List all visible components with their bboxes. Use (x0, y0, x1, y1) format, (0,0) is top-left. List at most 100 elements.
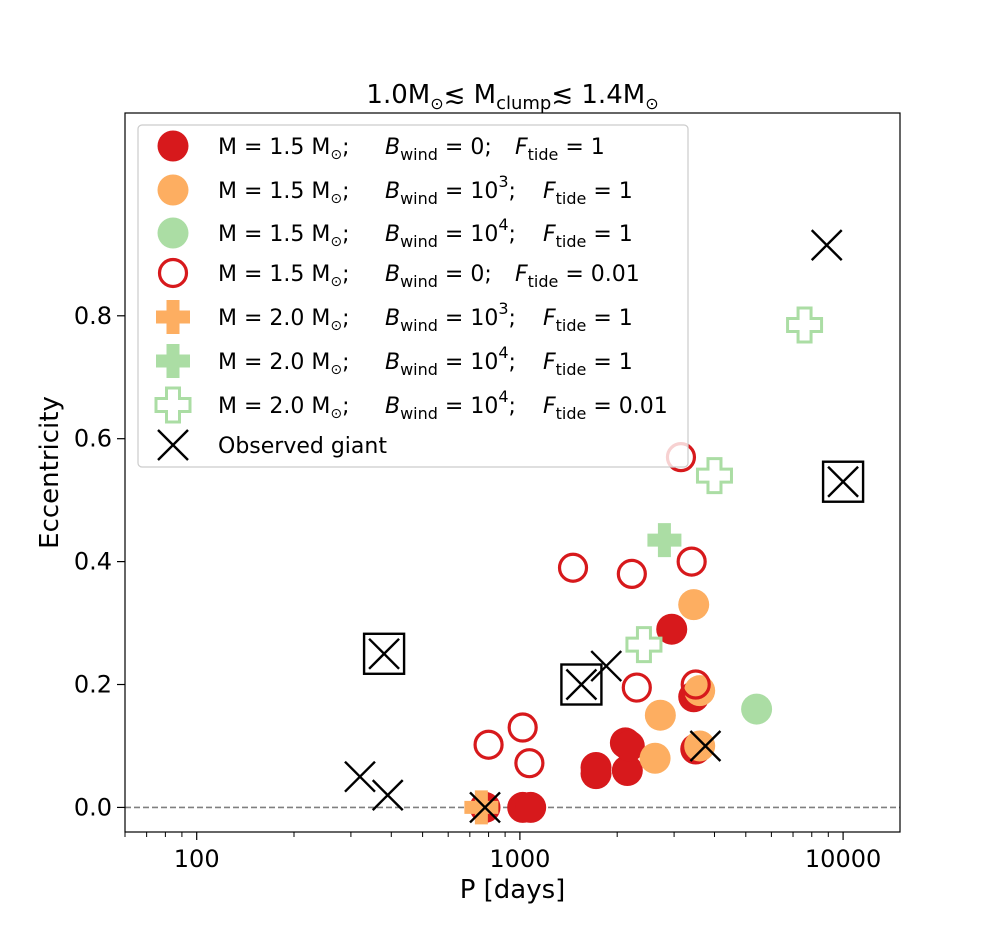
legend-mass: M = 2.0 M (218, 306, 330, 331)
data-point (371, 779, 404, 811)
x-tick-label: 10000 (805, 845, 881, 873)
legend-b-subscript: wind (400, 404, 438, 423)
data-point (344, 760, 376, 793)
legend-marker (157, 257, 189, 289)
legend-b-subscript: wind (400, 232, 438, 251)
legend-sun: ⊙ (330, 406, 342, 422)
legend-b-symbol: B (385, 179, 400, 204)
legend-separator: ; (342, 394, 349, 419)
legend-separator: ; (509, 222, 516, 247)
legend-f-value: = 0.01 (586, 394, 667, 419)
legend-separator: ; (509, 394, 516, 419)
x-stroke (565, 668, 598, 701)
data-point (695, 457, 733, 495)
legend-f-symbol: F (543, 394, 556, 419)
legend-marker (156, 344, 190, 378)
legend-b-value: = 10 (438, 222, 498, 247)
legend-separator: ; (342, 135, 349, 160)
legend-f-subscript: tide (556, 360, 587, 379)
legend-separator: ; (342, 262, 349, 287)
legend-separator: ; (509, 306, 516, 331)
legend-marker (157, 174, 189, 206)
data-point (821, 460, 865, 503)
legend-sun: ⊙ (330, 147, 342, 163)
legend-f-subscript: tide (556, 232, 587, 251)
legend-sun: ⊙ (330, 191, 342, 207)
legend-entry: M = 2.0 M⊙; Bwind = 103; Ftide = 1 (156, 299, 633, 335)
legend-sun: ⊙ (330, 234, 342, 250)
legend-f-value: = 1 (586, 350, 632, 375)
title-sun: ⊙ (645, 94, 658, 113)
legend-b-symbol: B (385, 262, 400, 287)
data-point (689, 730, 722, 762)
data-point (616, 558, 647, 589)
x-tick-label: 100 (174, 845, 220, 873)
x-box (362, 632, 406, 675)
series-circle-filled (741, 693, 773, 725)
legend-frame (137, 124, 689, 468)
x-stroke (469, 791, 501, 824)
legend-entry: M = 2.0 M⊙; Bwind = 104; Ftide = 0.01 (154, 386, 668, 424)
x-stroke (689, 730, 722, 762)
legend-b-value: = 0 (438, 135, 484, 160)
series-x (344, 229, 843, 824)
data-point (684, 675, 716, 707)
legend-b-exponent: 4 (498, 387, 508, 406)
legend-marker (154, 386, 192, 424)
legend-entry: M = 1.5 M⊙; Bwind = 0; Ftide = 0.01 (157, 257, 640, 291)
data-point (741, 693, 773, 725)
data-point (514, 748, 545, 779)
title-part: ≲ M (444, 80, 496, 110)
legend-sun: ⊙ (330, 362, 342, 378)
legend: M = 1.5 M⊙; Bwind = 0; Ftide = 1M = 1.5 M⊙… (137, 124, 689, 468)
legend-b-subscript: wind (400, 145, 438, 164)
series-plus-open (625, 306, 824, 664)
x-axis: 100 1000 10000 (124, 832, 881, 873)
legend-f-subscript: tide (528, 145, 559, 164)
legend-label: M = 2.0 M⊙; Bwind = 103; Ftide = 1 (218, 299, 633, 335)
legend-marker (156, 300, 190, 334)
y-tick-label: 0.2 (74, 671, 112, 699)
x-tick-label: 1000 (489, 845, 550, 873)
legend-b-subscript: wind (400, 272, 438, 291)
legend-b-value: = 10 (438, 350, 498, 375)
legend-b-symbol: B (385, 306, 400, 331)
legend-f-value: = 0.01 (558, 262, 639, 287)
legend-f-symbol: F (543, 350, 556, 375)
data-point (469, 791, 501, 824)
data-point (590, 650, 623, 682)
legend-f-symbol: F (543, 306, 556, 331)
data-point (639, 742, 671, 774)
legend-separator: ; (342, 179, 349, 204)
x-box (821, 460, 865, 503)
data-point (644, 699, 676, 731)
x-stroke (827, 465, 859, 498)
legend-separator: ; (342, 350, 349, 375)
legend-sun: ⊙ (330, 274, 342, 290)
x-stroke (344, 760, 376, 793)
legend-mass: M = 1.5 M (218, 135, 330, 160)
legend-mass: M = 2.0 M (218, 350, 330, 375)
legend-label: M = 1.5 M⊙; Bwind = 103; Ftide = 1 (218, 172, 633, 208)
legend-separator: ; (484, 262, 491, 287)
legend-f-symbol: F (543, 179, 556, 204)
x-stroke (371, 779, 404, 811)
legend-mass: M = 1.5 M (218, 262, 330, 287)
title-sub: clump (496, 93, 551, 114)
legend-f-subscript: tide (528, 272, 559, 291)
data-point (786, 306, 824, 344)
y-axis: 0.0 0.2 0.4 0.6 0.8 (74, 302, 125, 821)
legend-separator: ; (342, 306, 349, 331)
legend-separator: ; (509, 350, 516, 375)
legend-entry: M = 1.5 M⊙; Bwind = 0; Ftide = 1 (157, 130, 605, 164)
data-markers (344, 229, 865, 825)
x-stroke (590, 650, 623, 682)
legend-label: M = 2.0 M⊙; Bwind = 104; Ftide = 0.01 (218, 387, 668, 423)
data-point (625, 626, 663, 664)
legend-b-value: = 10 (438, 179, 498, 204)
legend-b-value: = 0 (438, 262, 484, 287)
legend-sun: ⊙ (330, 318, 342, 334)
legend-b-subscript: wind (400, 189, 438, 208)
legend-b-symbol: B (385, 394, 400, 419)
